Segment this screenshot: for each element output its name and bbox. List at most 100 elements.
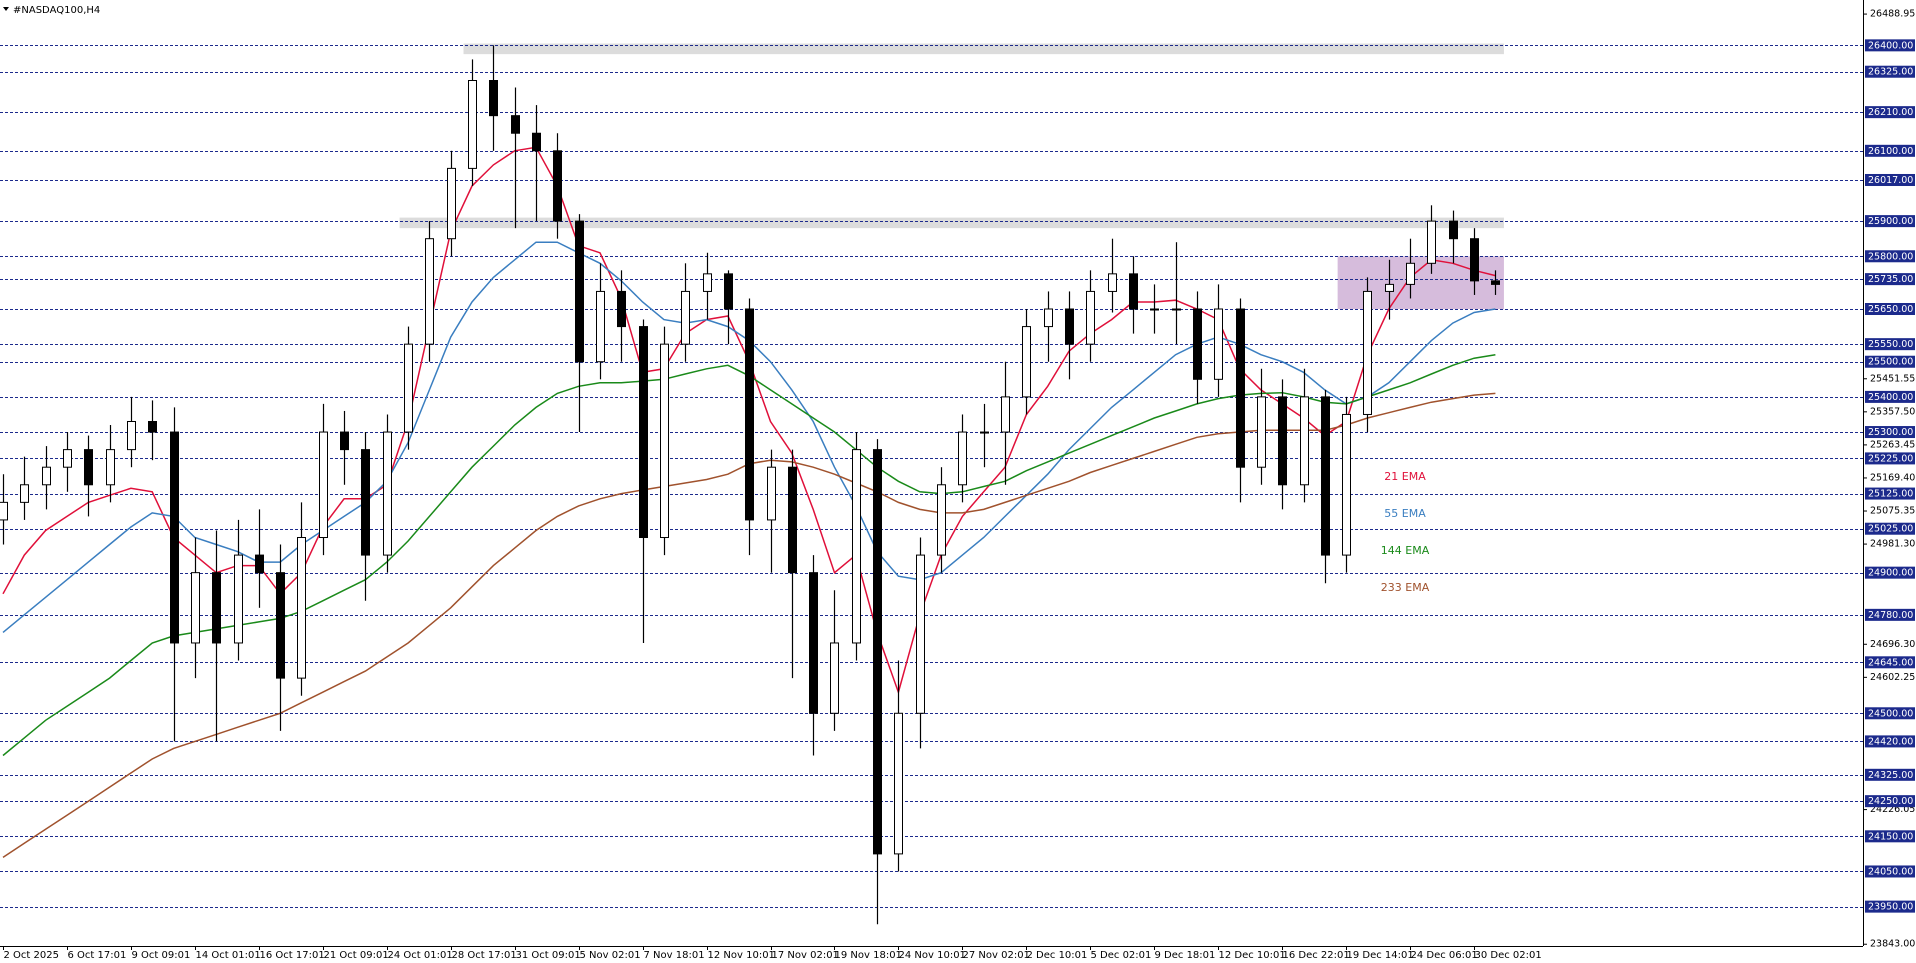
candle-body: [1193, 308, 1202, 380]
x-tick-label: 12 Dec 10:01: [1219, 950, 1286, 961]
candle-body: [1172, 308, 1181, 311]
candle-body: [1406, 262, 1415, 285]
x-tick-label: 30 Dec 02:01: [1475, 950, 1542, 961]
candle-body: [681, 290, 690, 345]
level-label-box: [1865, 830, 1915, 843]
chart-title: #NASDAQ100,H4: [13, 5, 100, 16]
candle-body: [1086, 290, 1095, 345]
candle-body: [63, 449, 72, 468]
candle-body: [894, 712, 903, 855]
x-tick-label: 5 Dec 02:01: [1091, 950, 1152, 961]
candle-body: [958, 431, 967, 486]
level-label-box: [1865, 39, 1915, 52]
candle-body: [1108, 273, 1117, 292]
level-label-box: [1865, 65, 1915, 78]
candle-body: [1214, 308, 1223, 380]
level-label: 24325.00: [1868, 770, 1913, 781]
candle-body: [1449, 220, 1458, 240]
candle-body: [1065, 308, 1074, 345]
x-tick-label: 19 Dec 14:01: [1347, 950, 1414, 961]
y-tick-label: 25263.45: [1870, 439, 1915, 450]
candle-body: [404, 343, 413, 433]
candle-body: [212, 572, 221, 644]
candle-body: [425, 238, 434, 345]
candle-body: [1001, 396, 1010, 433]
x-tick-label: 16 Dec 22:01: [1283, 950, 1350, 961]
candle-body: [1022, 326, 1031, 398]
x-tick-label: 6 Oct 17:01: [68, 950, 127, 961]
y-tick-label: 24981.30: [1870, 539, 1915, 550]
candle-body: [639, 326, 648, 539]
level-label: 25125.00: [1868, 489, 1913, 500]
x-tick-label: 24 Nov 10:01: [899, 950, 966, 961]
level-label-box: [1865, 144, 1915, 157]
level-label-box: [1865, 566, 1915, 579]
level-label-box: [1865, 215, 1915, 228]
zone: [463, 43, 1504, 55]
candle-body: [617, 290, 626, 328]
x-tick-label: 17 Nov 02:01: [772, 950, 839, 961]
level-label-box: [1865, 656, 1915, 669]
candle-body: [191, 572, 200, 644]
menu-arrow[interactable]: [3, 7, 9, 11]
level-label: 26100.00: [1868, 146, 1913, 157]
level-label-box: [1865, 522, 1915, 535]
candle-body: [361, 449, 370, 556]
candle-body: [660, 343, 669, 539]
level-label-box: [1865, 173, 1915, 186]
level-label-box: [1865, 795, 1915, 808]
candle-body: [383, 431, 392, 556]
level-label-box: [1865, 273, 1915, 286]
candle-body: [170, 431, 179, 644]
level-label-box: [1865, 707, 1915, 720]
candle-body: [1300, 396, 1309, 486]
candle-body: [1150, 308, 1159, 311]
candle-body: [1470, 238, 1479, 282]
candle-body: [340, 431, 349, 451]
zone: [399, 217, 1504, 229]
y-tick-label: 24602.25: [1870, 672, 1915, 683]
candle-body: [511, 115, 520, 134]
candle-body: [937, 484, 946, 556]
level-label: 24420.00: [1868, 736, 1913, 747]
level-label: 25550.00: [1868, 339, 1913, 350]
level-label: 24500.00: [1868, 708, 1913, 719]
candle-body: [724, 273, 733, 310]
level-label: 25500.00: [1868, 357, 1913, 368]
candle-body: [297, 537, 306, 679]
level-label-box: [1865, 355, 1915, 368]
candle-body: [468, 80, 477, 169]
y-tick-label: 26488.95: [1870, 9, 1915, 20]
candle-body: [596, 290, 605, 363]
level-label-box: [1865, 865, 1915, 878]
candle-body: [980, 431, 989, 434]
level-label: 24900.00: [1868, 568, 1913, 579]
x-tick-label: 28 Oct 17:01: [452, 950, 517, 961]
y-tick-label: 24696.30: [1870, 639, 1915, 650]
candle-body: [830, 642, 839, 714]
y-tick-label: 25169.40: [1870, 472, 1915, 483]
candle-body: [106, 449, 115, 486]
level-label: 24645.00: [1868, 657, 1913, 668]
level-label: 25735.00: [1868, 274, 1913, 285]
x-tick-label: 14 Oct 01:01: [196, 950, 261, 961]
level-label: 24150.00: [1868, 831, 1913, 842]
y-tick-label: 25451.55: [1870, 373, 1915, 384]
candle-body: [447, 167, 456, 240]
level-label: 26210.00: [1868, 107, 1913, 118]
level-label-box: [1865, 452, 1915, 465]
legend-label: 144 EMA: [1381, 544, 1430, 557]
legend-label: 55 EMA: [1384, 507, 1426, 520]
candle-body: [84, 449, 93, 486]
y-tick-label: 25357.50: [1870, 406, 1915, 417]
level-label: 24780.00: [1868, 610, 1913, 621]
x-tick-label: 5 Nov 02:01: [580, 950, 641, 961]
level-label: 25400.00: [1868, 392, 1913, 403]
candle-body: [42, 466, 51, 486]
candle-body: [532, 132, 541, 152]
x-tick-label: 2 Dec 10:01: [1027, 950, 1088, 961]
x-tick-label: 9 Dec 18:01: [1155, 950, 1216, 961]
level-label: 25900.00: [1868, 216, 1913, 227]
level-label-box: [1865, 250, 1915, 263]
x-tick-label: 19 Nov 18:01: [835, 950, 902, 961]
